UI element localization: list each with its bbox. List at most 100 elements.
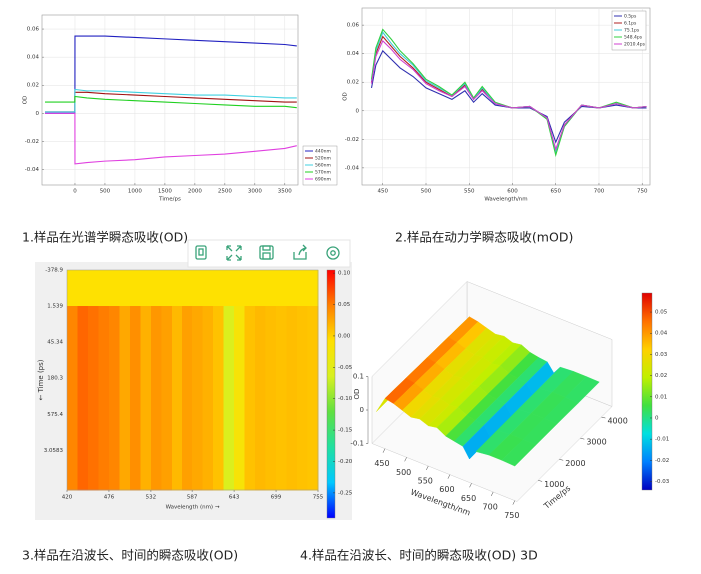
heatmap-cell: [255, 450, 267, 491]
heatmap-cell: [286, 450, 298, 491]
x-tick-label: 550: [464, 189, 475, 195]
heatmap-cell: [129, 450, 142, 491]
heatmap-cell: [182, 306, 193, 343]
heatmap-cell: [255, 306, 267, 343]
heatmap-cell: [234, 270, 246, 307]
heatmap-cell: [87, 414, 100, 451]
y-tick-label: 0.04: [27, 55, 40, 61]
surface-patch: [501, 439, 537, 467]
x-tick: [426, 465, 429, 471]
heatmap-cell: [213, 342, 225, 379]
heatmap-cell: [77, 378, 89, 415]
heatmap-cell: [67, 414, 79, 451]
heatmap-cell: [202, 450, 214, 491]
heatmap-cell: [67, 306, 79, 343]
heatmap-cell: [87, 306, 100, 343]
data-line: [45, 95, 297, 109]
heatmap-cell: [255, 270, 267, 307]
heatmap-cell: [192, 306, 204, 343]
toolbar-save[interactable]: [259, 245, 274, 260]
heatmap-cell: [129, 270, 142, 307]
y-tick-label: 575.4: [47, 412, 63, 418]
heatmap-cell: [213, 414, 225, 451]
toolbar-share[interactable]: [293, 244, 307, 260]
caption: 2.样品在动力学瞬态吸收(mOD): [395, 230, 573, 245]
colorbar-label: OD: [353, 389, 361, 400]
y-tick-label: 3000: [586, 438, 606, 447]
toolbar-expand[interactable]: [226, 245, 242, 261]
x-tick-label: 1500: [158, 189, 172, 195]
y-tick-label: 1.539: [47, 304, 63, 310]
heatmap-cell: [77, 342, 89, 379]
heatmap-cell: [140, 414, 152, 451]
heatmap-cell: [202, 306, 214, 343]
heatmap-cell: [98, 342, 110, 379]
heatmap-cell: [108, 378, 121, 415]
y-tick: [580, 437, 585, 440]
heatmap-cell: [150, 342, 163, 379]
colorbar: [641, 292, 653, 491]
colorbar-tick-label: 0.02: [655, 373, 667, 379]
toolbar-copy[interactable]: [195, 245, 207, 260]
heatmap-cell: [202, 342, 214, 379]
heatmap-cell: [192, 414, 204, 451]
heatmap-cell: [297, 306, 309, 343]
colorbar-tick-label: -0.05: [338, 365, 353, 371]
z-tick-label: 0: [360, 406, 364, 414]
y-tick: [601, 416, 606, 419]
heatmap-cell: [276, 270, 288, 307]
heatmap-cell: [77, 450, 89, 491]
x-tick-label: 650: [461, 494, 476, 503]
x-tick: [382, 448, 386, 453]
legend-label: 548.4ps: [624, 35, 643, 41]
y-tick-label: -0.02: [345, 137, 359, 143]
heatmap-cell: [129, 306, 142, 343]
caption: 1.样品在光谱学瞬态吸收(OD): [22, 230, 188, 245]
heatmap-cell: [223, 414, 235, 451]
heatmap-cell: [182, 342, 193, 379]
heatmap-cell: [265, 306, 277, 343]
heatmap-cell: [223, 342, 235, 379]
heatmap-cell: [307, 306, 319, 343]
heatmap-cell: [182, 378, 193, 415]
heatmap-cell: [307, 342, 319, 379]
y-tick-label: -0.02: [25, 139, 39, 145]
x-tick-label: 600: [439, 485, 454, 494]
y-tick-label: -378.9: [45, 268, 63, 274]
colorbar-tick-label: -0.03: [655, 479, 670, 485]
colorbar-tick-label: 0.03: [655, 352, 668, 358]
data-line: [45, 35, 297, 114]
heatmap-cell: [87, 378, 100, 415]
colorbar-tick-label: -0.10: [338, 396, 353, 402]
heatmap-cell: [223, 270, 235, 307]
plot-area: [41, 14, 299, 186]
heatmap-cell: [286, 414, 298, 451]
heatmap-cell: [244, 342, 256, 379]
x-tick-label: 755: [313, 495, 324, 501]
heatmap-cell: [276, 306, 288, 343]
colorbar-tick-label: 0.10: [338, 271, 351, 277]
heatmap-cell: [265, 414, 277, 451]
heatmap-cell: [286, 306, 298, 343]
heatmap-cell: [307, 414, 319, 451]
heatmap-cell: [150, 450, 163, 491]
legend-label: 0.5ps: [624, 14, 637, 20]
colorbar-tick-label: 0.04: [655, 331, 668, 337]
heatmap-cell: [171, 450, 183, 491]
heatmap-cell: [77, 414, 89, 451]
heatmap-cell: [161, 378, 173, 415]
heatmap-cell: [108, 414, 121, 451]
data-line: [370, 49, 647, 144]
y-tick-label: 2000: [565, 459, 585, 468]
heatmap-cell: [150, 414, 163, 451]
heatmap-cell: [119, 342, 131, 379]
heatmap-cell: [255, 414, 267, 451]
x-tick-label: 3500: [278, 189, 292, 195]
heatmap-cell: [77, 270, 89, 307]
heatmap: [67, 270, 319, 491]
toolbar-settings[interactable]: [326, 246, 340, 260]
y-tick: [538, 480, 543, 482]
colorbar-tick-label: 0.01: [655, 394, 667, 400]
data-line: [370, 39, 647, 152]
